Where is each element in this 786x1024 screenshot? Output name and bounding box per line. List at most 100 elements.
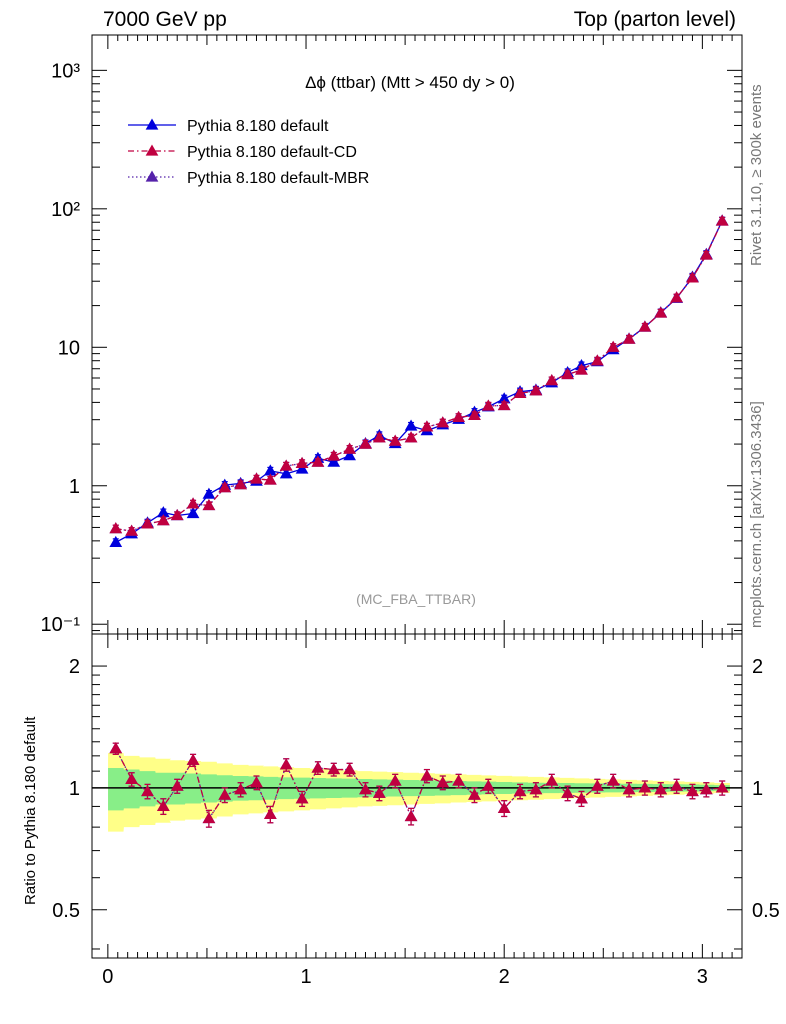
main-data-point [279, 459, 293, 471]
main-data-point [545, 374, 559, 386]
ratio-data-point [372, 786, 386, 798]
ratio-x-tick-label: 0 [102, 966, 113, 988]
main-data-point [311, 455, 325, 467]
main-data-point [452, 410, 465, 422]
ratio-data-point [263, 807, 277, 820]
main-series-line [115, 220, 723, 532]
main-data-point [529, 384, 543, 396]
ratio-data-point [311, 761, 325, 773]
main-data-point [404, 431, 418, 443]
main-data-point [654, 306, 668, 318]
main-data-point [670, 291, 683, 303]
ratio-data-point [545, 774, 559, 786]
main-data-point [622, 332, 636, 344]
main-data-point [279, 467, 293, 479]
legend-entry: Pythia 8.180 default-MBR [128, 170, 369, 187]
ratio-data-point [622, 783, 636, 795]
legend-entry: Pythia 8.180 default-CD [128, 144, 357, 161]
ratio-series-line [115, 748, 723, 821]
legend-label: Pythia 8.180 default [187, 118, 329, 135]
ratio-panel: 0 1 2 3 0.5 0.5 1 1 2 2 [52, 633, 780, 988]
main-data-point [699, 248, 713, 260]
legend-entry: Pythia 8.180 default [128, 118, 329, 135]
main-data-point [109, 535, 123, 548]
main-data-point [343, 449, 356, 461]
main-data-point [575, 363, 588, 375]
ratio-y-tick-label: 0.5 [52, 900, 80, 922]
main-data-point [436, 416, 450, 428]
main-data-point [497, 398, 511, 411]
main-data-point [359, 437, 372, 449]
main-data-point [327, 455, 341, 467]
main-data-point [109, 522, 123, 534]
main-data-point [186, 497, 200, 509]
main-y-tick-label: 1 [69, 476, 80, 498]
main-data-point [715, 214, 729, 226]
main-data-point [686, 271, 699, 283]
ratio-y-tick-label: 2 [69, 656, 80, 678]
main-data-point [388, 434, 402, 446]
main-y-tick-label: 10⁻¹ [41, 614, 81, 636]
ratio-data-point [686, 784, 699, 797]
main-data-point [263, 473, 277, 485]
main-data-point [202, 487, 216, 499]
main-data-point [170, 508, 184, 521]
ratio-data-point [279, 758, 293, 770]
ratio-y-tick-label-right: 0.5 [752, 900, 780, 922]
ratio-data-point [109, 742, 123, 754]
ratio-data-point [359, 783, 372, 795]
ratio-data-point [436, 776, 450, 788]
main-data-point [141, 517, 154, 529]
legend-label: Pythia 8.180 default-CD [187, 144, 357, 161]
ratio-data-point [452, 774, 465, 786]
main-y-tick-label: 10³ [51, 60, 80, 82]
ratio-data-point [420, 769, 434, 781]
ratio-data-point [654, 783, 668, 795]
main-series-line [115, 220, 723, 532]
ratio-y-tick-label: 1 [69, 778, 80, 800]
ratio-data-point [141, 784, 154, 797]
ratio-data-point [513, 784, 527, 797]
main-data-point [561, 367, 574, 380]
ratio-data-point [156, 799, 170, 812]
ratio-data-point [715, 781, 729, 793]
ratio-data-point [202, 812, 216, 824]
main-data-point [590, 354, 604, 366]
ratio-data-point [575, 792, 588, 804]
main-series-line [115, 220, 723, 543]
ratio-data-point [590, 779, 604, 791]
ratio-data-point [404, 809, 418, 822]
main-data-point [638, 320, 652, 332]
main-data-point [250, 472, 263, 484]
ratio-series-line [115, 748, 723, 821]
ratio-data-point [561, 786, 574, 798]
main-data-point [156, 514, 170, 526]
ratio-data-point [606, 774, 620, 786]
ratio-y-tick-label-right: 1 [752, 778, 763, 800]
header-right: Top (parton level) [573, 8, 736, 31]
main-data-point [234, 478, 247, 490]
main-data-point [372, 431, 386, 443]
main-data-point [606, 340, 620, 352]
main-data-point [404, 419, 418, 431]
main-data-point [327, 449, 341, 461]
ratio-data-point [638, 781, 652, 793]
ratio-data-point [529, 783, 543, 795]
main-data-point [202, 499, 216, 511]
main-data-point [481, 399, 495, 411]
ratio-x-tick-label: 1 [300, 966, 311, 988]
legend-marker [145, 170, 159, 182]
legend-marker [145, 118, 159, 130]
main-data-point [468, 408, 481, 421]
main-data-point [186, 507, 200, 519]
ratio-data-point [327, 763, 341, 775]
ratio-band-inner [108, 767, 730, 811]
ratio-data-point [125, 772, 138, 784]
ratio-data-point [468, 788, 481, 800]
ratio-frame [91, 633, 743, 959]
main-y-tick-label: 10 [58, 337, 80, 359]
ratio-y-tick-label-right: 2 [752, 656, 763, 678]
ratio-x-tick-label: 2 [499, 966, 510, 988]
main-data-point [295, 462, 309, 474]
